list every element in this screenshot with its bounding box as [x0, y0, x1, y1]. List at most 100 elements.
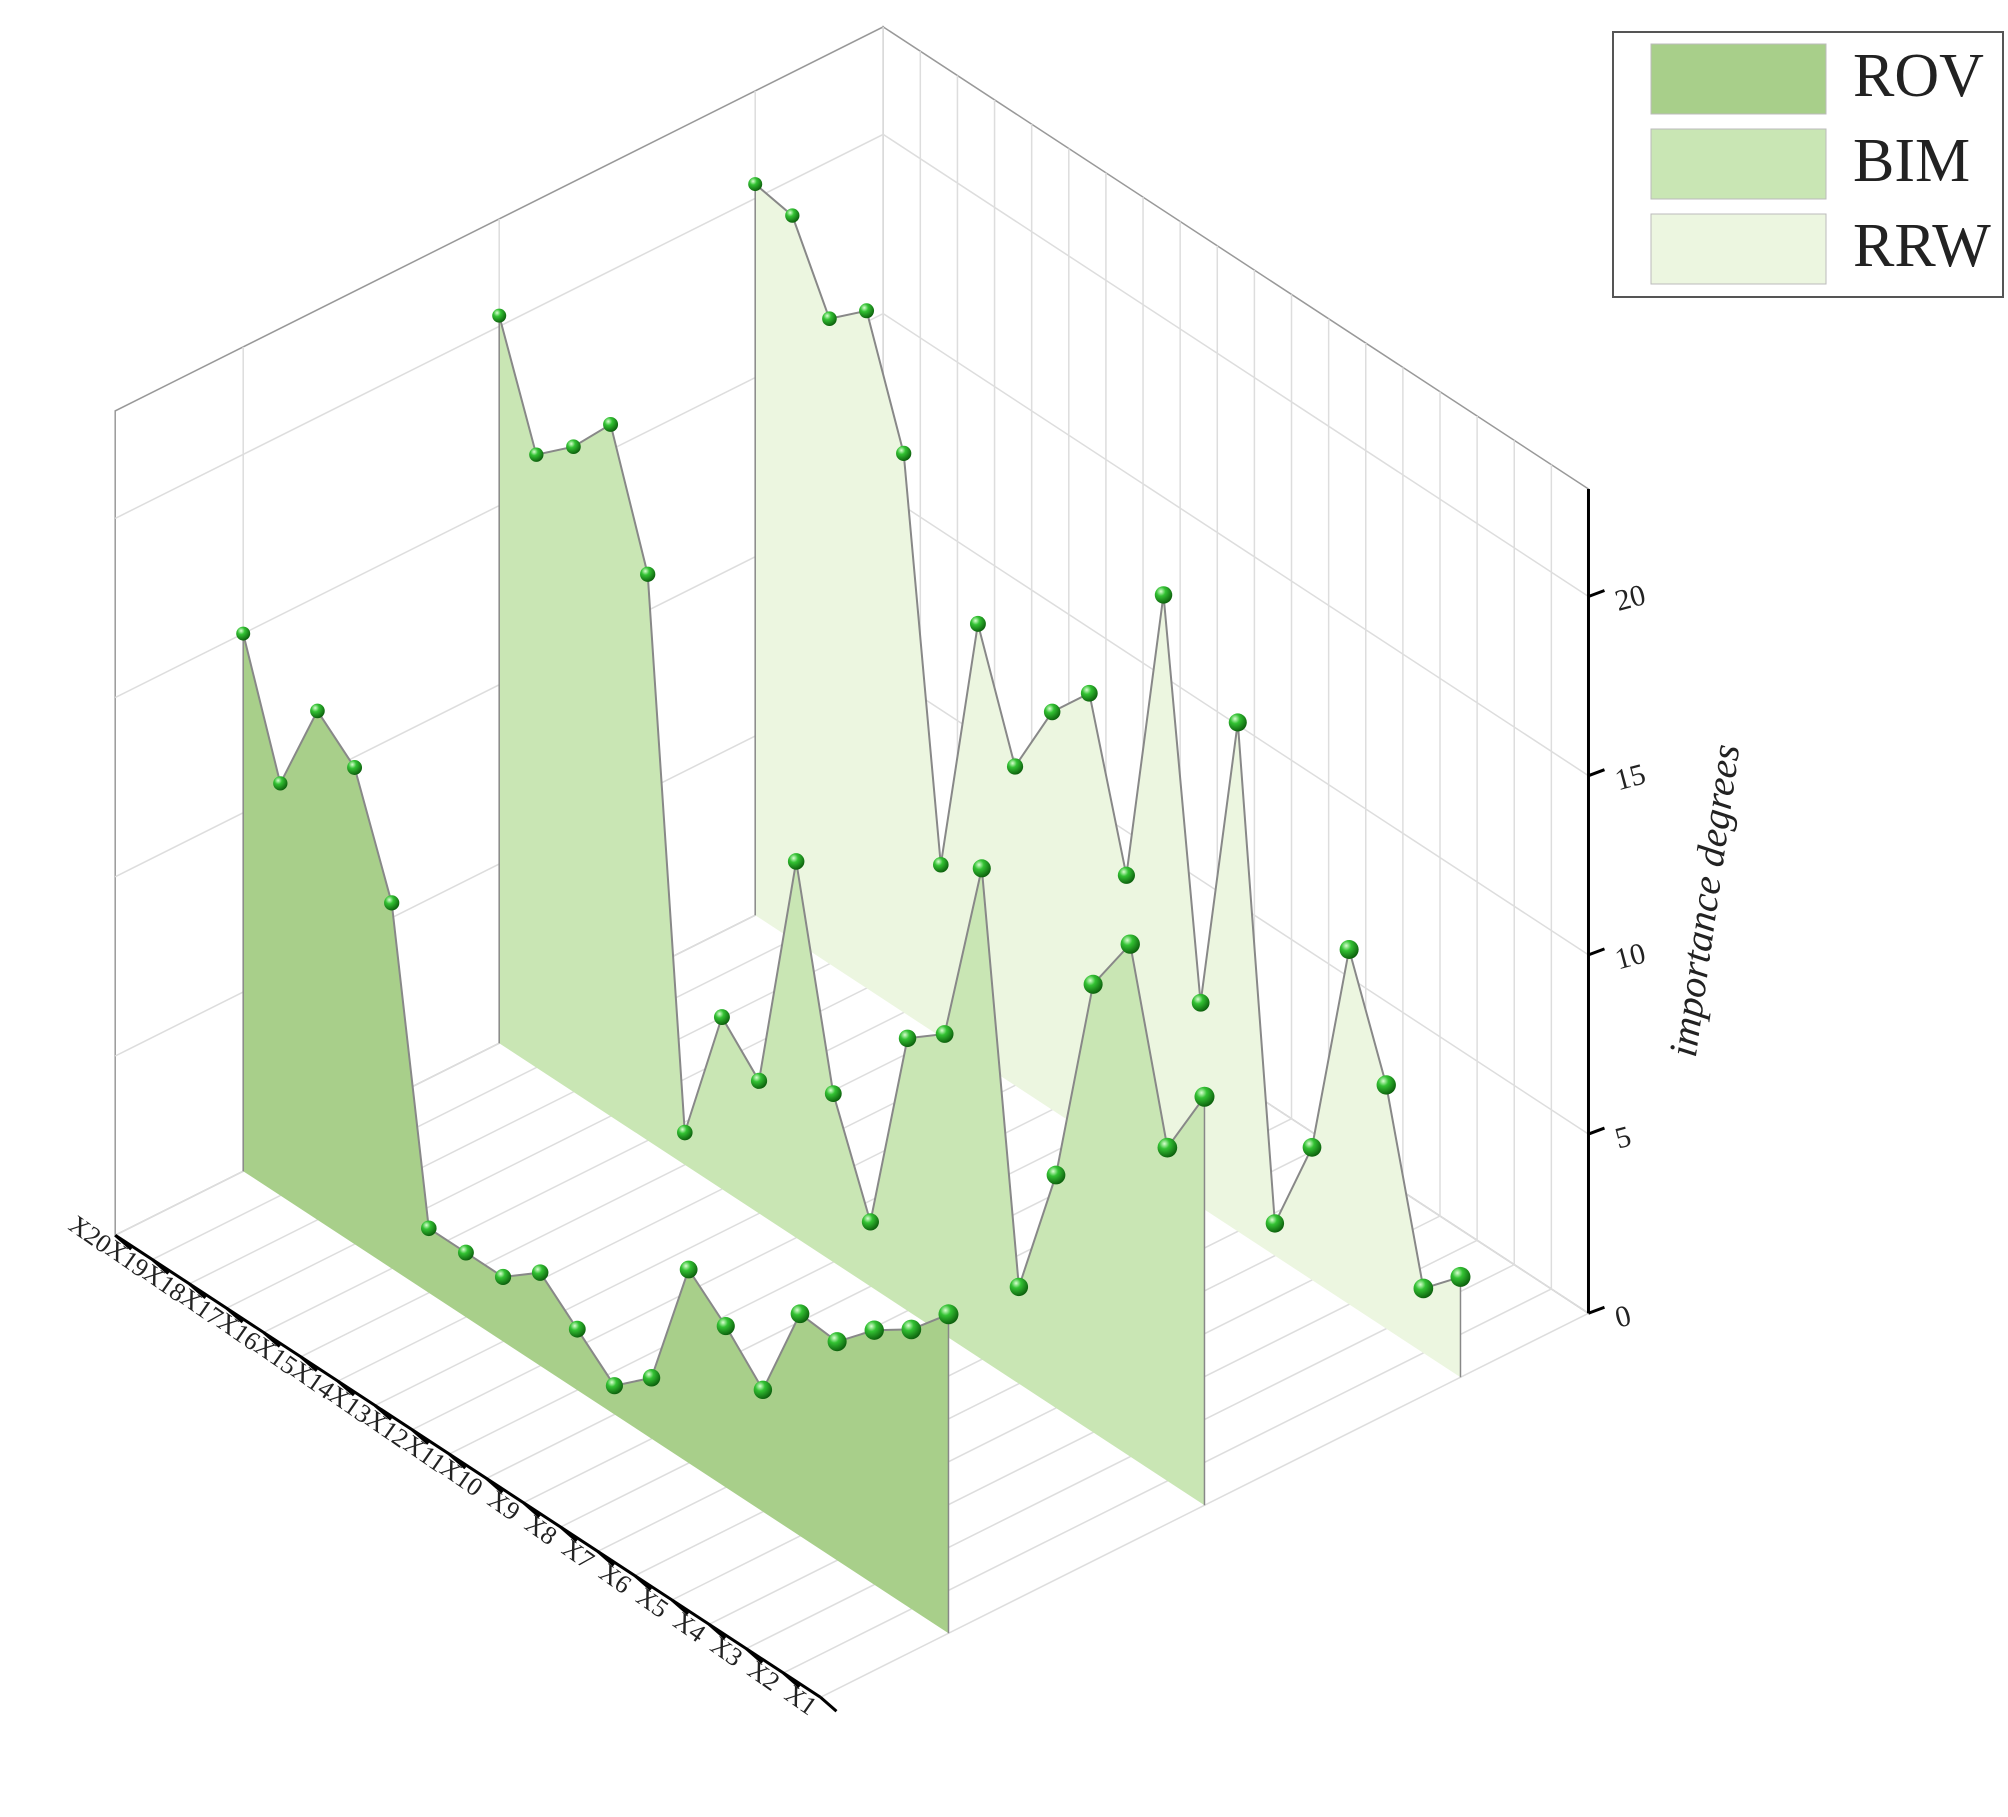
data-point — [898, 1029, 917, 1048]
data-point — [716, 1317, 735, 1336]
z-tick — [1587, 1126, 1606, 1136]
data-point — [236, 626, 251, 641]
data-point — [677, 1124, 693, 1141]
data-point — [642, 1369, 661, 1387]
z-tick-label: 0 — [1612, 1299, 1635, 1335]
data-point — [1046, 1165, 1066, 1185]
data-point — [1006, 758, 1024, 775]
category-tick — [411, 1428, 430, 1445]
legend-swatch — [1650, 213, 1827, 285]
data-point — [566, 439, 581, 455]
category-label: X7 — [557, 1533, 600, 1575]
data-point — [603, 416, 619, 432]
category-label: X9 — [483, 1485, 526, 1527]
data-point — [1228, 713, 1247, 732]
data-point — [568, 1320, 586, 1338]
category-tick — [671, 1598, 689, 1616]
data-point — [1080, 684, 1098, 702]
category-tick — [782, 1671, 801, 1689]
data-point — [1265, 1214, 1285, 1233]
category-tick — [114, 1234, 133, 1251]
data-point — [785, 208, 800, 223]
category-tick — [448, 1452, 467, 1470]
category-label: X6 — [594, 1557, 637, 1599]
data-point — [713, 1009, 730, 1026]
legend-label: BIM — [1853, 127, 1970, 195]
wall-area — [499, 315, 1205, 1506]
category-tick — [819, 1696, 838, 1713]
category-tick — [262, 1331, 281, 1348]
data-point — [531, 1264, 549, 1281]
data-point — [529, 447, 544, 462]
data-point — [494, 1268, 512, 1286]
data-point — [1043, 703, 1061, 721]
data-point — [640, 566, 656, 582]
data-point — [753, 1380, 773, 1400]
category-tick — [299, 1355, 318, 1372]
data-point — [1302, 1138, 1322, 1157]
data-point — [492, 308, 507, 323]
z-tick — [1587, 1305, 1606, 1315]
category-label: X3 — [705, 1630, 748, 1672]
category-tick — [745, 1647, 764, 1664]
category-label: X1 — [780, 1679, 823, 1721]
grid-line — [114, 133, 1589, 598]
grid-line — [114, 312, 1589, 777]
data-point — [935, 1025, 954, 1043]
data-point — [1194, 1086, 1215, 1107]
data-point — [790, 1304, 810, 1324]
data-point — [1009, 1277, 1029, 1297]
data-point — [824, 1085, 842, 1103]
z-tick-label: 10 — [1612, 937, 1650, 977]
data-point — [822, 311, 837, 327]
legend: ROV BIM RRW — [1612, 31, 2004, 298]
data-point — [605, 1377, 623, 1395]
z-tick — [1587, 589, 1606, 598]
data-point — [969, 615, 986, 632]
data-point — [748, 177, 763, 192]
category-tick — [485, 1477, 504, 1494]
data-point — [1154, 586, 1173, 604]
data-point — [310, 703, 325, 719]
legend-swatch — [1650, 43, 1827, 115]
data-point — [347, 760, 363, 775]
data-point — [901, 1319, 922, 1340]
category-label: X4 — [668, 1606, 711, 1648]
data-point — [1120, 934, 1140, 954]
category-tick — [374, 1404, 393, 1421]
data-point — [384, 895, 400, 911]
category-tick — [708, 1623, 727, 1640]
data-point — [859, 303, 875, 319]
wall-area — [243, 633, 949, 1634]
data-point — [1191, 993, 1210, 1012]
category-tick — [559, 1525, 578, 1543]
data-point — [861, 1213, 879, 1231]
series-line — [498, 315, 1206, 1288]
data-point — [1117, 866, 1135, 884]
category-tick — [633, 1574, 652, 1591]
data-point — [896, 445, 912, 462]
data-point — [1450, 1266, 1471, 1287]
z-axis-title: importance degrees — [1660, 741, 1748, 1059]
data-point — [1157, 1137, 1178, 1158]
legend-label: ROV — [1853, 42, 1984, 110]
data-point — [457, 1244, 474, 1261]
category-tick — [336, 1379, 355, 1397]
data-point — [972, 859, 991, 878]
data-point — [864, 1320, 884, 1340]
category-label: X5 — [631, 1582, 674, 1624]
data-point — [1083, 974, 1103, 994]
data-point — [827, 1332, 847, 1352]
walls-layer — [236, 177, 1471, 1634]
data-point — [1376, 1075, 1396, 1095]
category-label: X8 — [520, 1509, 563, 1551]
category-tick — [151, 1258, 170, 1275]
data-point — [679, 1260, 698, 1279]
data-point — [933, 856, 949, 873]
data-point — [750, 1072, 768, 1089]
data-point — [421, 1220, 437, 1237]
series-line — [754, 183, 1461, 1290]
data-point — [273, 776, 288, 791]
category-tick — [596, 1550, 615, 1567]
